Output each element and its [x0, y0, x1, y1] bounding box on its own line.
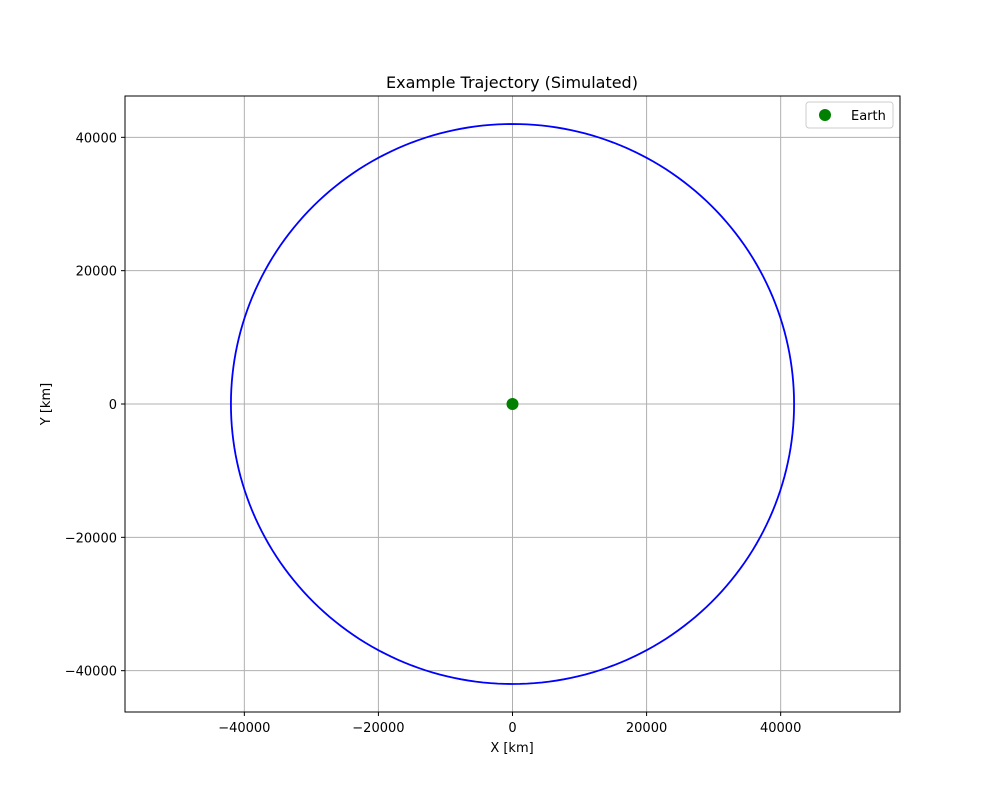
x-tick-label: 40000 — [760, 721, 801, 736]
x-tick-label: −40000 — [218, 721, 270, 736]
x-tick-label: −20000 — [352, 721, 404, 736]
legend-marker-earth — [819, 109, 831, 121]
x-tick-label: 0 — [508, 721, 516, 736]
y-tick-label: −20000 — [65, 531, 117, 546]
data-layer — [230, 123, 795, 685]
earth-marker — [506, 398, 519, 410]
y-tick-label: 20000 — [76, 265, 117, 280]
legend: Earth — [805, 101, 894, 129]
legend-box — [805, 101, 894, 129]
y-axis-ticks: −40000 −20000 0 20000 40000 — [65, 131, 125, 680]
x-tick-label: 20000 — [626, 721, 667, 736]
x-axis-label: X [km] — [490, 741, 533, 756]
y-tick-label: −40000 — [65, 665, 117, 680]
y-tick-label: 0 — [109, 398, 117, 413]
chart-title: Example Trajectory (Simulated) — [386, 73, 638, 92]
x-axis-ticks: −40000 −20000 0 20000 40000 — [218, 712, 801, 736]
plot-area — [124, 95, 901, 713]
trajectory-line — [230, 123, 795, 685]
y-axis-label: Y [km] — [39, 383, 54, 426]
y-tick-label: 40000 — [76, 131, 117, 146]
legend-label-earth: Earth — [851, 109, 886, 124]
